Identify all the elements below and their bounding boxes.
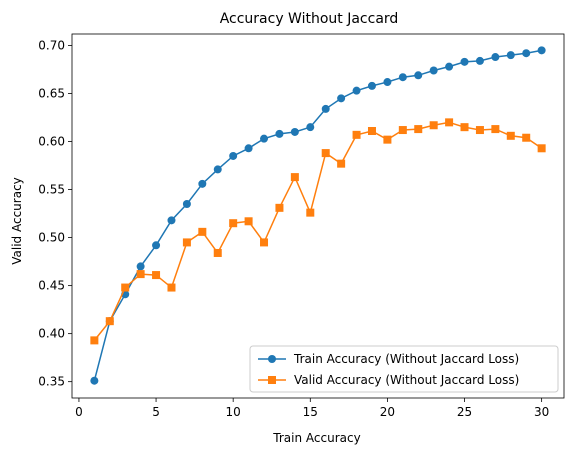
data-point (522, 49, 531, 58)
data-point (275, 203, 284, 212)
x-tick-label: 30 (534, 405, 549, 419)
data-point (337, 159, 346, 168)
legend-marker (268, 355, 276, 363)
data-point (121, 283, 130, 292)
legend: Train Accuracy (Without Jaccard Loss) Val… (249, 345, 559, 393)
x-tick-label: 0 (75, 405, 83, 419)
data-point (306, 123, 315, 132)
data-point (445, 118, 454, 127)
data-point (244, 217, 253, 226)
series-2 (90, 118, 546, 345)
data-point (136, 270, 145, 279)
x-tick-label: 5 (152, 405, 160, 419)
data-point (475, 56, 484, 65)
data-point (198, 179, 207, 188)
data-point (537, 46, 546, 55)
data-point (105, 317, 114, 326)
data-point (383, 135, 392, 144)
data-point (414, 71, 423, 80)
series-1 (90, 46, 546, 385)
y-tick-label: 0.60 (38, 135, 65, 149)
data-point (244, 144, 253, 153)
data-point (167, 283, 176, 292)
data-point (522, 133, 531, 142)
y-tick-label: 0.45 (38, 279, 65, 293)
data-point (182, 199, 191, 208)
y-tick-label: 0.35 (38, 375, 65, 389)
y-tick-label: 0.40 (38, 327, 65, 341)
data-point (460, 57, 469, 66)
data-point (90, 376, 99, 385)
x-axis-label: Train Accuracy (272, 431, 360, 445)
data-point (198, 227, 207, 236)
data-point (275, 129, 284, 138)
data-point (429, 66, 438, 75)
data-point (136, 262, 145, 271)
data-point (475, 126, 484, 135)
data-point (213, 248, 222, 257)
y-tick-label: 0.65 (38, 87, 65, 101)
data-point (229, 151, 238, 160)
series-layer (90, 46, 546, 385)
data-point (229, 219, 238, 228)
data-point (90, 336, 99, 345)
x-tick-label: 10 (226, 405, 241, 419)
legend-marker (268, 376, 276, 384)
data-point (260, 134, 269, 143)
data-point (491, 53, 500, 62)
data-point (337, 94, 346, 103)
y-tick-label: 0.70 (38, 39, 65, 53)
data-point (367, 81, 376, 90)
data-point (352, 130, 361, 139)
data-point (306, 208, 315, 217)
data-point (398, 126, 407, 135)
data-point (506, 131, 515, 140)
legend-label: Valid Accuracy (Without Jaccard Loss) (294, 373, 519, 387)
data-point (537, 144, 546, 153)
legend-label: Train Accuracy (Without Jaccard Loss) (293, 352, 519, 366)
data-point (414, 125, 423, 134)
data-point (290, 127, 299, 136)
data-point (367, 127, 376, 136)
data-point (290, 173, 299, 182)
data-point (383, 78, 392, 87)
data-point (152, 241, 161, 250)
data-point (352, 86, 361, 95)
x-axis: 0 5 10 15 20 25 30 (75, 398, 549, 419)
data-point (491, 125, 500, 134)
legend-item: Train Accuracy (Without Jaccard Loss) (258, 352, 519, 366)
data-point (182, 238, 191, 247)
legend-box (249, 345, 559, 393)
y-tick-label: 0.55 (38, 183, 65, 197)
axes-frame (71, 33, 565, 399)
data-point (260, 238, 269, 247)
data-point (506, 51, 515, 60)
data-point (167, 216, 176, 225)
chart-title: Accuracy Without Jaccard (220, 11, 399, 27)
x-tick-label: 20 (380, 405, 395, 419)
x-tick-label: 25 (457, 405, 472, 419)
data-point (321, 104, 330, 113)
data-point (213, 165, 222, 174)
legend-item: Valid Accuracy (Without Jaccard Loss) (258, 373, 519, 387)
y-axis: 0.35 0.40 0.45 0.50 0.55 0.60 0.65 0.70 (38, 39, 72, 389)
plot-background (72, 34, 564, 398)
data-point (321, 149, 330, 158)
y-tick-label: 0.50 (38, 231, 65, 245)
x-tick-label: 15 (303, 405, 318, 419)
data-point (445, 62, 454, 71)
data-point (460, 123, 469, 132)
data-point (398, 73, 407, 82)
y-axis-label: Valid Accuracy (10, 177, 24, 265)
data-point (152, 271, 161, 280)
axes-border (71, 33, 565, 399)
plot-area (72, 34, 564, 398)
data-point (429, 121, 438, 130)
